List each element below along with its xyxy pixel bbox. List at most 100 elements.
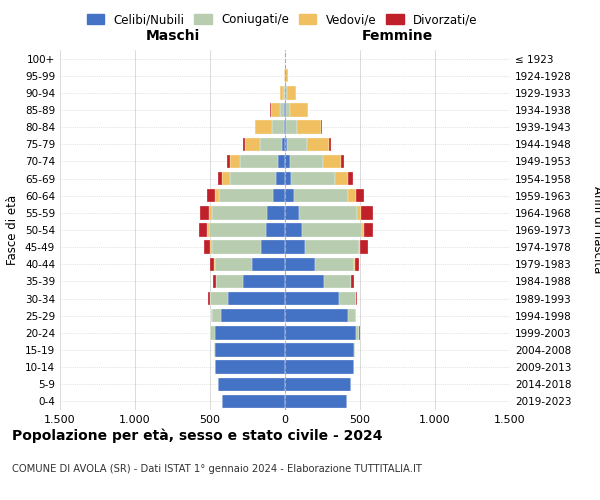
Bar [215, 189, 219, 202]
Bar [355, 326, 359, 340]
Bar [284, 104, 285, 117]
Bar [323, 154, 341, 168]
Bar [212, 274, 215, 288]
Bar [245, 138, 260, 151]
Bar [320, 120, 322, 134]
Bar [212, 206, 267, 220]
Bar [355, 258, 359, 271]
Y-axis label: Fasce di età: Fasce di età [7, 195, 19, 265]
Bar [215, 258, 252, 271]
Bar [290, 104, 308, 117]
Bar [285, 309, 348, 322]
Bar [200, 206, 209, 220]
Bar [252, 258, 285, 271]
Bar [356, 189, 364, 202]
Bar [348, 309, 355, 322]
Bar [286, 120, 296, 134]
Bar [282, 138, 285, 151]
Bar [285, 240, 305, 254]
Bar [291, 172, 335, 186]
Bar [210, 258, 214, 271]
Bar [285, 326, 355, 340]
Bar [256, 120, 272, 134]
Bar [285, 172, 291, 186]
Bar [354, 344, 355, 356]
Bar [229, 172, 276, 186]
Bar [216, 274, 243, 288]
Bar [285, 189, 294, 202]
Bar [360, 240, 367, 254]
Bar [329, 138, 331, 151]
Bar [361, 224, 364, 236]
Bar [356, 292, 358, 306]
Bar [315, 258, 354, 271]
Bar [285, 206, 299, 220]
Bar [290, 154, 323, 168]
Bar [218, 378, 285, 391]
Bar [208, 292, 210, 306]
Bar [207, 189, 215, 202]
Bar [260, 138, 282, 151]
Bar [285, 274, 324, 288]
Bar [287, 86, 296, 100]
Bar [285, 292, 339, 306]
Bar [277, 154, 285, 168]
Bar [361, 206, 373, 220]
Text: COMUNE DI AVOLA (SR) - Dati ISTAT 1° gennaio 2024 - Elaborazione TUTTITALIA.IT: COMUNE DI AVOLA (SR) - Dati ISTAT 1° gen… [12, 464, 422, 474]
Bar [240, 154, 277, 168]
Bar [243, 274, 285, 288]
Y-axis label: Anni di nascita: Anni di nascita [591, 186, 600, 274]
Bar [261, 240, 285, 254]
Bar [267, 206, 285, 220]
Bar [222, 172, 229, 186]
Bar [299, 206, 357, 220]
Bar [286, 69, 289, 82]
Bar [305, 240, 359, 254]
Bar [215, 326, 285, 340]
Bar [212, 240, 261, 254]
Bar [302, 224, 361, 236]
Bar [287, 138, 307, 151]
Bar [285, 344, 354, 356]
Bar [215, 360, 285, 374]
Bar [214, 258, 215, 271]
Bar [219, 189, 273, 202]
Bar [339, 292, 355, 306]
Bar [254, 120, 256, 134]
Legend: Celibi/Nubili, Coniugati/e, Vedovi/e, Divorzati/e: Celibi/Nubili, Coniugati/e, Vedovi/e, Di… [82, 8, 482, 31]
Bar [215, 344, 285, 356]
Bar [280, 104, 284, 117]
Bar [285, 224, 302, 236]
Bar [272, 120, 284, 134]
Bar [273, 189, 285, 202]
Bar [212, 309, 221, 322]
Bar [285, 394, 347, 408]
Bar [207, 224, 209, 236]
Bar [227, 154, 229, 168]
Text: Maschi: Maschi [145, 29, 200, 43]
Bar [228, 292, 285, 306]
Bar [209, 224, 265, 236]
Bar [307, 138, 329, 151]
Bar [203, 240, 211, 254]
Bar [209, 206, 212, 220]
Bar [222, 394, 285, 408]
Bar [364, 224, 373, 236]
Text: Femmine: Femmine [362, 29, 433, 43]
Bar [294, 189, 348, 202]
Bar [285, 104, 286, 117]
Bar [199, 224, 207, 236]
Bar [285, 258, 315, 271]
Bar [221, 309, 285, 322]
Bar [210, 326, 215, 340]
Bar [285, 154, 290, 168]
Bar [335, 172, 348, 186]
Bar [218, 172, 222, 186]
Bar [285, 138, 287, 151]
Bar [286, 86, 287, 100]
Bar [359, 240, 360, 254]
Bar [296, 120, 320, 134]
Bar [341, 154, 343, 168]
Bar [265, 224, 285, 236]
Bar [276, 172, 285, 186]
